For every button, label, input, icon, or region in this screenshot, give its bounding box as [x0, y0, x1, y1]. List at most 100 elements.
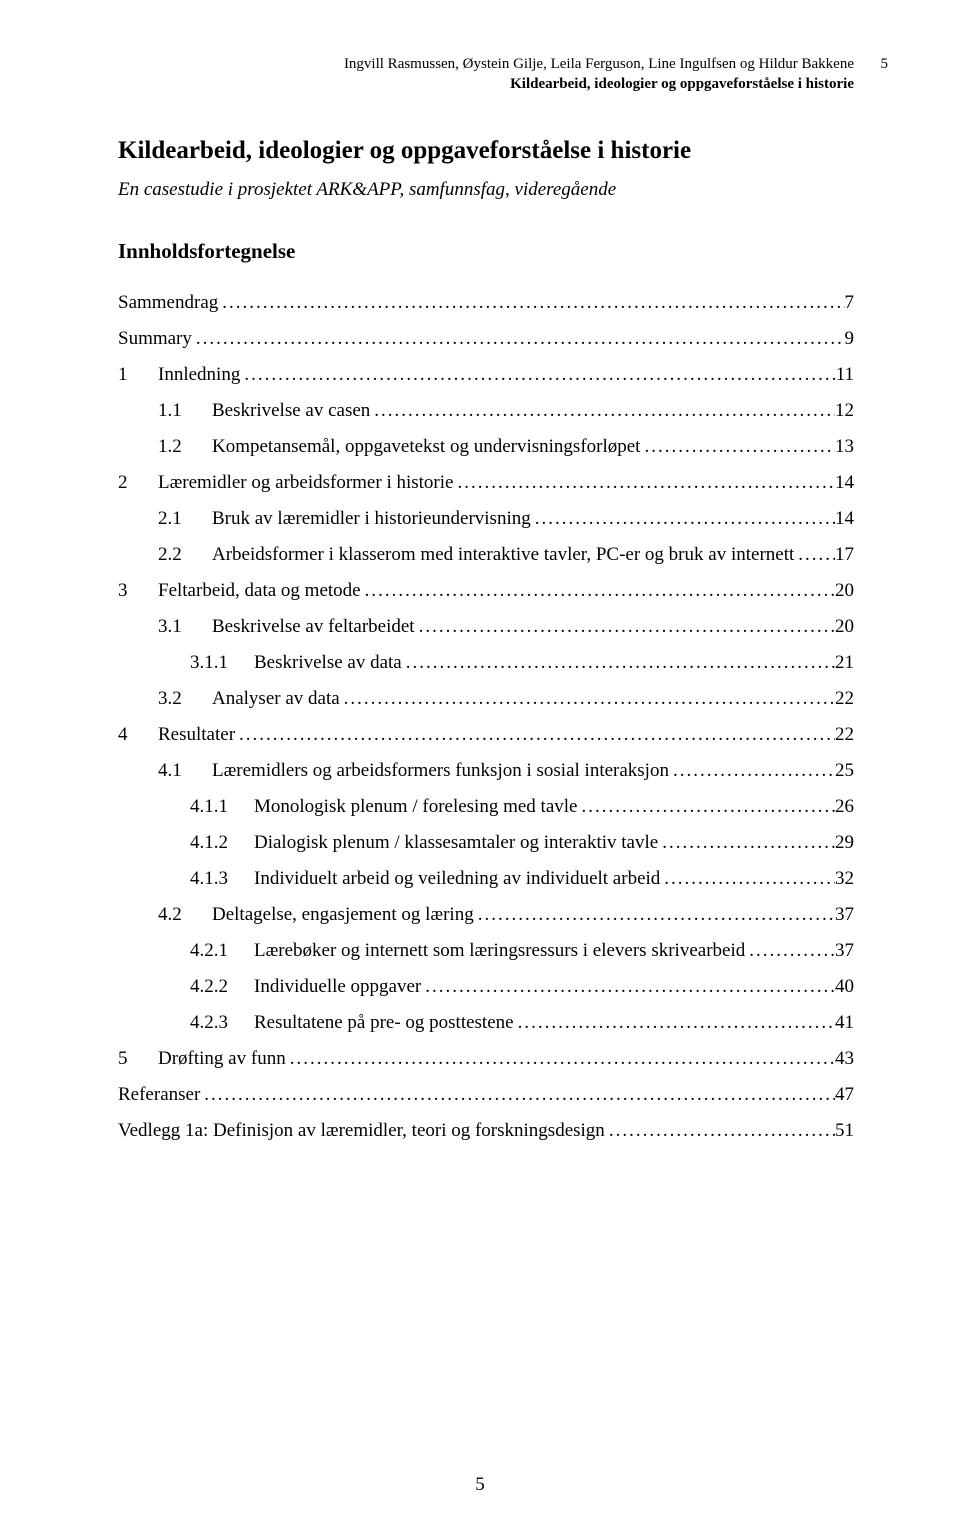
- toc-entry: 4.1.1Monologisk plenum / forelesing med …: [118, 796, 854, 818]
- toc-entry: 4.2Deltagelse, engasjement og læring37: [118, 904, 854, 926]
- toc-leader-dots: [605, 1120, 835, 1142]
- toc-entry-page: 9: [845, 328, 855, 350]
- toc-entry-number: 2.2: [158, 544, 212, 566]
- toc-entry: 3.1Beskrivelse av feltarbeidet 20: [118, 616, 854, 638]
- toc-leader-dots: [240, 364, 835, 386]
- toc-entry-number: 4.1: [158, 760, 212, 782]
- toc-entry-label: Monologisk plenum / forelesing med tavle: [254, 796, 577, 818]
- toc-leader-dots: [192, 328, 845, 350]
- toc-entry-number: 4.2.1: [190, 940, 254, 962]
- toc-entry: 5Drøfting av funn 43: [118, 1048, 854, 1070]
- toc-entry-label: Individuelt arbeid og veiledning av indi…: [254, 868, 660, 890]
- toc-entry: 4.2.3Resultatene på pre- og posttestene 4…: [118, 1012, 854, 1034]
- toc-entry-number: 4: [118, 724, 158, 746]
- toc-entry-label: Individuelle oppgaver: [254, 976, 421, 998]
- toc-heading: Innholdsfortegnelse: [118, 239, 854, 264]
- toc-entry-page: 22: [835, 688, 854, 710]
- toc-entry: Summary 9: [118, 328, 854, 350]
- toc-entry-page: 51: [835, 1120, 854, 1142]
- toc-entry: 2.1Bruk av læremidler i historieundervis…: [118, 508, 854, 530]
- toc-entry: 4.1.3Individuelt arbeid og veiledning av…: [118, 868, 854, 890]
- toc-leader-dots: [669, 760, 835, 782]
- header-subtitle: Kildearbeid, ideologier og oppgaveforstå…: [118, 74, 854, 94]
- toc-entry-number: 3.1.1: [190, 652, 254, 674]
- toc-leader-dots: [474, 904, 835, 926]
- toc-entry-page: 13: [835, 436, 854, 458]
- toc-entry-page: 26: [835, 796, 854, 818]
- toc-entry-label: Drøfting av funn: [158, 1048, 286, 1070]
- toc-entry-number: 4.2.3: [190, 1012, 254, 1034]
- toc-leader-dots: [514, 1012, 835, 1034]
- toc-entry: 1.1Beskrivelse av casen 12: [118, 400, 854, 422]
- table-of-contents: Sammendrag7Summary91Innledning111.1Beskr…: [118, 292, 854, 1142]
- toc-leader-dots: [745, 940, 835, 962]
- toc-entry-page: 20: [835, 616, 854, 638]
- toc-leader-dots: [218, 292, 844, 314]
- toc-leader-dots: [794, 544, 835, 566]
- toc-entry: 1Innledning11: [118, 364, 854, 386]
- toc-entry: 3Feltarbeid, data og metode20: [118, 580, 854, 602]
- toc-leader-dots: [286, 1048, 835, 1070]
- toc-entry: 4.1Læremidlers og arbeidsformers funksjo…: [118, 760, 854, 782]
- running-header: Ingvill Rasmussen, Øystein Gilje, Leila …: [118, 54, 854, 95]
- toc-entry-page: 22: [835, 724, 854, 746]
- toc-entry-page: 29: [835, 832, 854, 854]
- toc-entry-number: 5: [118, 1048, 158, 1070]
- toc-entry-page: 43: [835, 1048, 854, 1070]
- document-title: Kildearbeid, ideologier og oppgaveforstå…: [118, 137, 854, 165]
- toc-leader-dots: [340, 688, 835, 710]
- toc-entry-label: Summary: [118, 328, 192, 350]
- toc-entry-page: 25: [835, 760, 854, 782]
- toc-entry: 2Læremidler og arbeidsformer i historie 1…: [118, 472, 854, 494]
- toc-entry-label: Resultatene på pre- og posttestene: [254, 1012, 514, 1034]
- toc-entry: Vedlegg 1a: Definisjon av læremidler, te…: [118, 1120, 854, 1142]
- toc-entry-label: Resultater: [158, 724, 235, 746]
- toc-leader-dots: [361, 580, 835, 602]
- toc-entry-label: Innledning: [158, 364, 240, 386]
- toc-leader-dots: [453, 472, 835, 494]
- toc-entry-number: 3.2: [158, 688, 212, 710]
- toc-leader-dots: [200, 1084, 835, 1106]
- toc-entry-label: Analyser av data: [212, 688, 340, 710]
- toc-entry: 4.2.1Lærebøker og internett som læringsr…: [118, 940, 854, 962]
- toc-leader-dots: [421, 976, 835, 998]
- toc-entry-page: 40: [835, 976, 854, 998]
- toc-entry-page: 37: [835, 940, 854, 962]
- toc-entry-label: Læremidler og arbeidsformer i historie: [158, 472, 453, 494]
- toc-entry-label: Beskrivelse av feltarbeidet: [212, 616, 415, 638]
- toc-entry: 3.1.1Beskrivelse av data21: [118, 652, 854, 674]
- toc-leader-dots: [370, 400, 835, 422]
- toc-entry-number: 4.1.3: [190, 868, 254, 890]
- toc-entry-label: Arbeidsformer i klasserom med interaktiv…: [212, 544, 794, 566]
- toc-entry-number: 4.1.1: [190, 796, 254, 818]
- toc-entry-label: Beskrivelse av casen: [212, 400, 370, 422]
- toc-leader-dots: [235, 724, 835, 746]
- toc-leader-dots: [402, 652, 835, 674]
- toc-entry-number: 3.1: [158, 616, 212, 638]
- toc-leader-dots: [660, 868, 835, 890]
- toc-entry-number: 4.2: [158, 904, 212, 926]
- toc-entry-page: 41: [835, 1012, 854, 1034]
- header-authors: Ingvill Rasmussen, Øystein Gilje, Leila …: [118, 54, 854, 74]
- toc-entry: 4.1.2Dialogisk plenum / klassesamtaler o…: [118, 832, 854, 854]
- toc-entry: 1.2Kompetansemål, oppgavetekst og underv…: [118, 436, 854, 458]
- toc-entry-number: 1.1: [158, 400, 212, 422]
- toc-entry-number: 1.2: [158, 436, 212, 458]
- toc-entry: 4Resultater 22: [118, 724, 854, 746]
- toc-entry-page: 47: [835, 1084, 854, 1106]
- toc-entry: 4.2.2Individuelle oppgaver40: [118, 976, 854, 998]
- toc-entry-number: 4.1.2: [190, 832, 254, 854]
- toc-entry-page: 14: [835, 472, 854, 494]
- toc-entry-page: 12: [835, 400, 854, 422]
- toc-entry: 3.2Analyser av data 22: [118, 688, 854, 710]
- toc-entry-label: Bruk av læremidler i historieundervisnin…: [212, 508, 531, 530]
- toc-leader-dots: [640, 436, 835, 458]
- toc-entry-page: 14: [835, 508, 854, 530]
- toc-entry-label: Deltagelse, engasjement og læring: [212, 904, 474, 926]
- toc-entry-number: 2: [118, 472, 158, 494]
- toc-entry-label: Sammendrag: [118, 292, 218, 314]
- toc-entry: Referanser47: [118, 1084, 854, 1106]
- page-number-bottom: 5: [0, 1474, 960, 1496]
- toc-entry-label: Lærebøker og internett som læringsressur…: [254, 940, 745, 962]
- toc-entry-label: Læremidlers og arbeidsformers funksjon i…: [212, 760, 669, 782]
